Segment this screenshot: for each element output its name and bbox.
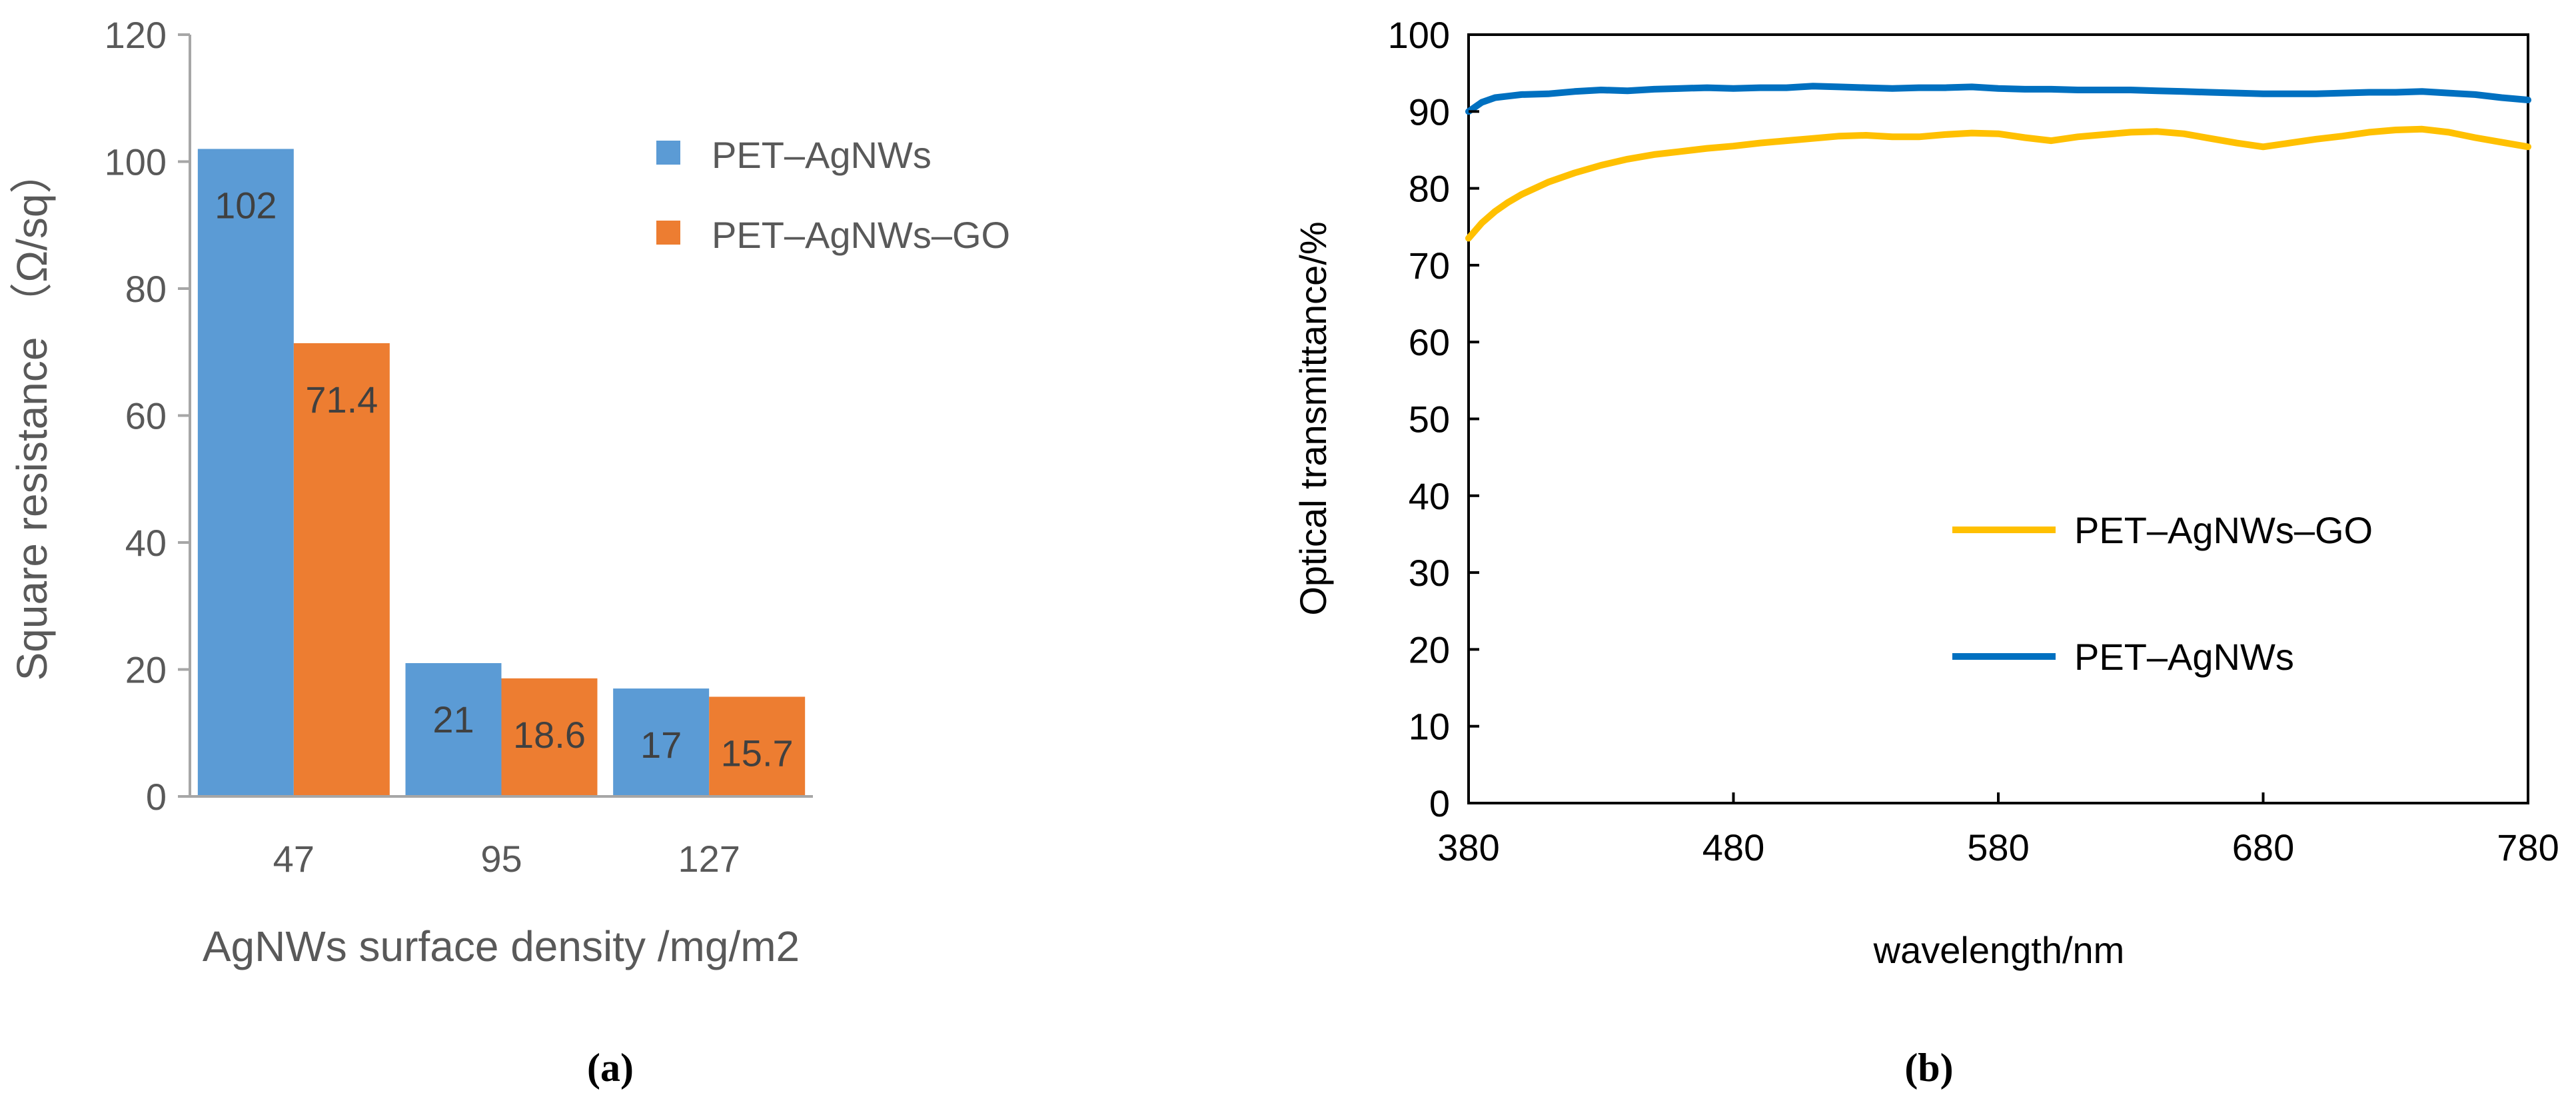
y-tick-label-100: 100 xyxy=(1388,14,1450,56)
bar-pet-agnws-go-127 xyxy=(709,696,806,796)
x-axis-label: wavelength/nm xyxy=(1873,929,2125,971)
y-tick-label-80: 80 xyxy=(125,268,167,310)
bar-label-pet-agnws-95: 21 xyxy=(432,698,474,740)
y-tick-label-0: 0 xyxy=(1429,782,1450,824)
bar-label-pet-agnws-127: 17 xyxy=(640,724,682,766)
y-tick-label-0: 0 xyxy=(146,776,167,818)
y-axis-ticks: 0 20 40 60 80 100 120 xyxy=(105,14,190,818)
x-axis-ticks: 380 480 580 680 780 xyxy=(1437,792,2559,868)
y-tick-label-80: 80 xyxy=(1409,168,1450,210)
y-tick-label-40: 40 xyxy=(1409,475,1450,517)
bar-pet-agnws-95 xyxy=(405,662,502,796)
bar-pet-agnws-47 xyxy=(197,149,294,796)
legend-swatch-pet-agnws-go xyxy=(656,221,680,245)
bar-label-pet-agnws-go-127: 15.7 xyxy=(721,732,794,774)
legend-label-pet-agnws: PET–AgNWs xyxy=(2074,636,2294,678)
x-tick-label-680: 680 xyxy=(2232,826,2294,868)
x-axis-label: AgNWs surface density /mg/m2 xyxy=(203,922,800,970)
x-tick-label-127: 127 xyxy=(678,838,740,880)
bar-chart-panel: 102 71.4 21 18.6 17 15.7 0 20 40 60 80 100 120 47 95… xyxy=(8,14,1010,1090)
bar-group xyxy=(197,149,806,796)
panel-label-a: (a) xyxy=(587,1046,634,1090)
x-tick-label-780: 780 xyxy=(2497,826,2559,868)
y-tick-label-60: 60 xyxy=(1409,321,1450,363)
y-axis-ticks: 0 10 20 30 40 50 60 70 80 90 100 xyxy=(1388,14,1479,824)
series-lines xyxy=(1465,83,2531,242)
panel-label-b: (b) xyxy=(1904,1046,1953,1090)
y-tick-label-100: 100 xyxy=(105,141,167,183)
y-tick-label-30: 30 xyxy=(1409,552,1450,594)
y-tick-label-20: 20 xyxy=(1409,628,1450,670)
x-tick-label-580: 580 xyxy=(1967,826,2029,868)
y-tick-label-20: 20 xyxy=(125,649,167,691)
y-axis-label: Optical transmittance/% xyxy=(1292,221,1334,615)
y-tick-label-90: 90 xyxy=(1409,91,1450,133)
x-axis-ticks: 47 95 127 xyxy=(273,838,740,880)
legend: PET–AgNWs–GO PET–AgNWs xyxy=(1952,509,2373,678)
y-tick-label-10: 10 xyxy=(1409,706,1450,748)
x-tick-label-95: 95 xyxy=(480,838,522,880)
line-chart-panel: 0 10 20 30 40 50 60 70 80 90 100 380 480 580 680 780 w… xyxy=(1292,14,2559,1090)
x-tick-label-480: 480 xyxy=(1702,826,1764,868)
bar-label-pet-agnws-47: 102 xyxy=(215,184,277,226)
y-tick-label-40: 40 xyxy=(125,522,167,564)
legend: PET–AgNWs PET–AgNWs–GO xyxy=(656,134,1010,256)
bar-pet-agnws-go-95 xyxy=(501,678,598,796)
bar-pet-agnws-127 xyxy=(613,688,710,796)
legend-label-pet-agnws-go: PET–AgNWs–GO xyxy=(712,214,1010,256)
bar-label-pet-agnws-go-47: 71.4 xyxy=(305,379,378,421)
series-line-pet-agnws xyxy=(1465,83,2531,115)
bar-pet-agnws-go-47 xyxy=(293,343,390,796)
x-tick-label-47: 47 xyxy=(273,838,315,880)
plot-area-frame xyxy=(1467,33,2529,804)
x-tick-label-380: 380 xyxy=(1437,826,1499,868)
legend-label-pet-agnws: PET–AgNWs xyxy=(712,134,932,176)
series-line-pet-agnws-go xyxy=(1465,125,2531,242)
y-tick-label-120: 120 xyxy=(105,14,167,56)
y-tick-label-50: 50 xyxy=(1409,399,1450,441)
bar-label-pet-agnws-go-95: 18.6 xyxy=(513,714,586,756)
y-tick-label-60: 60 xyxy=(125,395,167,437)
y-tick-label-70: 70 xyxy=(1409,245,1450,287)
legend-swatch-pet-agnws xyxy=(656,141,680,165)
y-axis-label: Square resistance （Ω/sq） xyxy=(8,151,56,681)
legend-label-pet-agnws-go: PET–AgNWs–GO xyxy=(2074,509,2373,551)
bar-value-labels: 102 71.4 21 18.6 17 15.7 xyxy=(215,184,794,774)
